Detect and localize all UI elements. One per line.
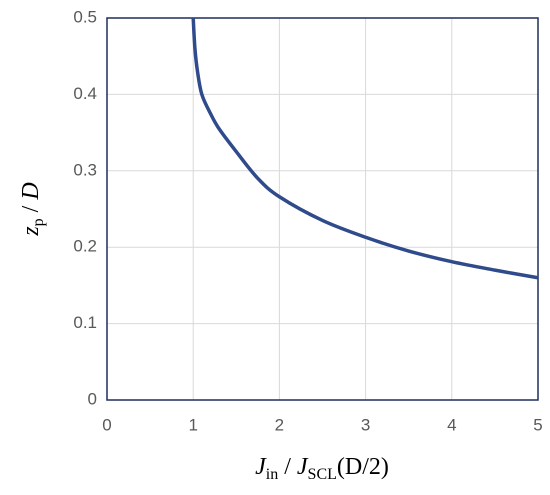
y-label-part: D — [18, 182, 44, 200]
y-label-part: / — [18, 200, 44, 219]
y-label-part: p — [30, 218, 47, 226]
x-label-part: SCL — [308, 466, 337, 483]
x-label-part: / — [278, 454, 297, 480]
x-tick-label: 5 — [533, 415, 542, 434]
x-label-part: J — [297, 454, 309, 480]
plot-frame — [106, 17, 539, 401]
x-tick-label: 4 — [447, 415, 456, 434]
y-tick-label: 0.4 — [73, 84, 97, 103]
x-tick-label: 3 — [361, 415, 370, 434]
x-tick-label: 2 — [275, 415, 284, 434]
data-line — [191, 17, 539, 280]
y-tick-label: 0 — [88, 389, 97, 408]
y-tick-label: 0.5 — [73, 7, 97, 26]
x-label-part: (D/2) — [337, 454, 389, 480]
y-tick-label: 0.1 — [73, 313, 97, 332]
x-label-part: J — [255, 454, 267, 480]
x-tick-label: 1 — [188, 415, 197, 434]
y-tick-label: 0.3 — [73, 160, 97, 179]
x-label-part: in — [266, 466, 278, 483]
x-tick-label: 0 — [102, 415, 111, 434]
y-axis-label: zp / D — [18, 182, 47, 236]
y-label-part: z — [18, 226, 44, 237]
x-axis-label: Jin / JSCL(D/2) — [255, 454, 389, 483]
y-tick-label: 0.2 — [73, 237, 97, 256]
